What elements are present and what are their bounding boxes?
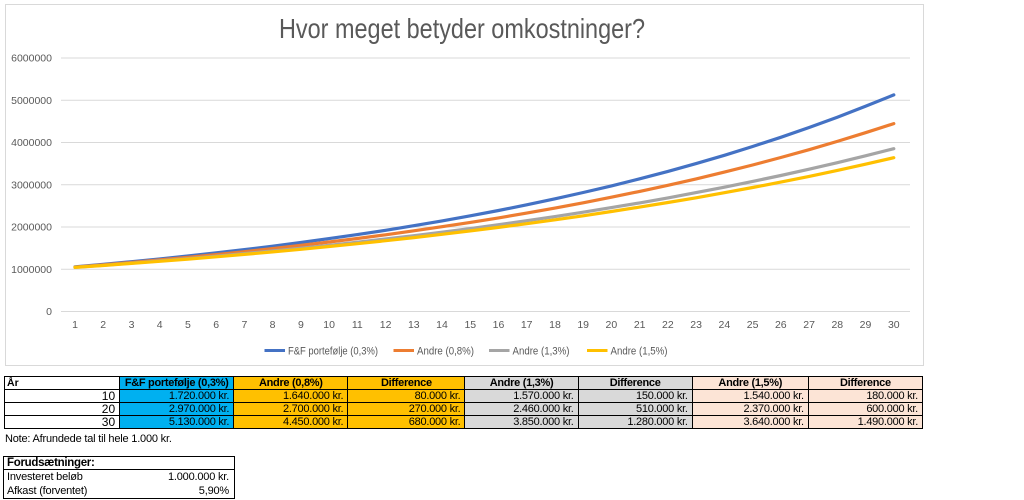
svg-text:Andre (1,3%): Andre (1,3%) — [513, 346, 570, 358]
svg-text:F&F portefølje (0,3%): F&F portefølje (0,3%) — [288, 346, 378, 358]
svg-text:8: 8 — [270, 319, 276, 331]
svg-text:Andre (0,8%): Andre (0,8%) — [417, 346, 474, 358]
svg-text:11: 11 — [352, 319, 363, 331]
svg-text:30: 30 — [888, 319, 900, 331]
svg-text:4: 4 — [157, 319, 163, 331]
svg-text:20: 20 — [606, 319, 618, 331]
svg-text:9: 9 — [298, 319, 304, 331]
svg-text:2: 2 — [100, 319, 106, 331]
svg-text:29: 29 — [860, 319, 872, 331]
svg-text:1: 1 — [72, 319, 78, 331]
svg-text:0: 0 — [46, 306, 52, 318]
svg-text:25: 25 — [747, 319, 759, 331]
svg-text:7: 7 — [241, 319, 247, 331]
svg-text:15: 15 — [464, 319, 476, 331]
svg-text:Andre (1,5%): Andre (1,5%) — [611, 346, 668, 358]
svg-text:12: 12 — [380, 319, 392, 331]
svg-text:3: 3 — [129, 319, 135, 331]
svg-text:21: 21 — [634, 319, 646, 331]
svg-text:26: 26 — [775, 319, 787, 331]
svg-text:17: 17 — [521, 319, 533, 331]
svg-text:5000000: 5000000 — [11, 95, 52, 107]
svg-text:18: 18 — [549, 319, 561, 331]
svg-text:10: 10 — [323, 319, 335, 331]
svg-text:16: 16 — [493, 319, 505, 331]
svg-text:2000000: 2000000 — [11, 222, 52, 234]
svg-text:5: 5 — [185, 319, 191, 331]
svg-text:22: 22 — [662, 319, 674, 331]
svg-text:3000000: 3000000 — [11, 179, 52, 191]
svg-text:13: 13 — [408, 319, 420, 331]
svg-text:Hvor meget betyder omkostninge: Hvor meget betyder omkostninger? — [279, 13, 645, 44]
svg-text:6: 6 — [213, 319, 219, 331]
svg-text:24: 24 — [719, 319, 731, 331]
svg-text:1000000: 1000000 — [11, 264, 52, 276]
svg-text:19: 19 — [577, 319, 589, 331]
svg-text:6000000: 6000000 — [11, 53, 52, 65]
svg-text:14: 14 — [436, 319, 448, 331]
svg-text:28: 28 — [831, 319, 843, 331]
svg-text:23: 23 — [690, 319, 702, 331]
svg-text:27: 27 — [803, 319, 815, 331]
svg-text:4000000: 4000000 — [11, 137, 52, 149]
